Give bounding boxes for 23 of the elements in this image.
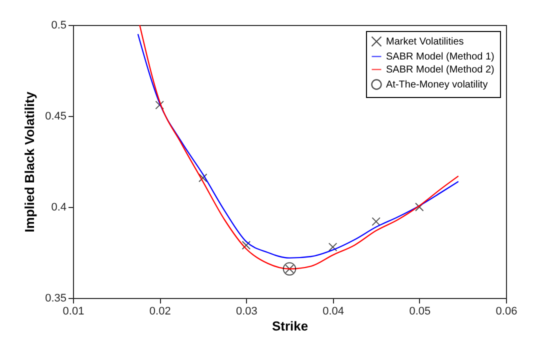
x-tick-label: 0.01 — [62, 306, 84, 318]
point — [198, 174, 208, 182]
point — [372, 217, 380, 226]
x-tick-label: 0.03 — [236, 306, 258, 318]
x-tick-label: 0.04 — [322, 306, 344, 318]
x-tick-label: 0.05 — [409, 306, 431, 318]
x-tick-label: 0.06 — [496, 306, 518, 318]
legend-label: SABR Model (Method 2) — [386, 64, 494, 76]
y-tick-label: 0.35 — [45, 292, 66, 304]
y-tick-label: 0.45 — [45, 110, 66, 122]
y-tick-label: 0.4 — [51, 202, 66, 214]
point — [328, 242, 338, 252]
point — [155, 100, 164, 110]
point — [415, 202, 424, 212]
point — [282, 262, 296, 276]
legend-label: SABR Model (Method 1) — [386, 52, 494, 62]
legend-label: Market Volatilities — [386, 36, 464, 48]
point — [242, 240, 251, 250]
x-axis-title: Strike — [272, 318, 308, 334]
legend-label: At-The-Money volatility — [386, 80, 488, 90]
y-tick-label: 0.5 — [51, 20, 66, 32]
x-tick-label: 0.02 — [149, 306, 171, 318]
y-axis-title: Implied Black Volatility — [22, 90, 38, 232]
